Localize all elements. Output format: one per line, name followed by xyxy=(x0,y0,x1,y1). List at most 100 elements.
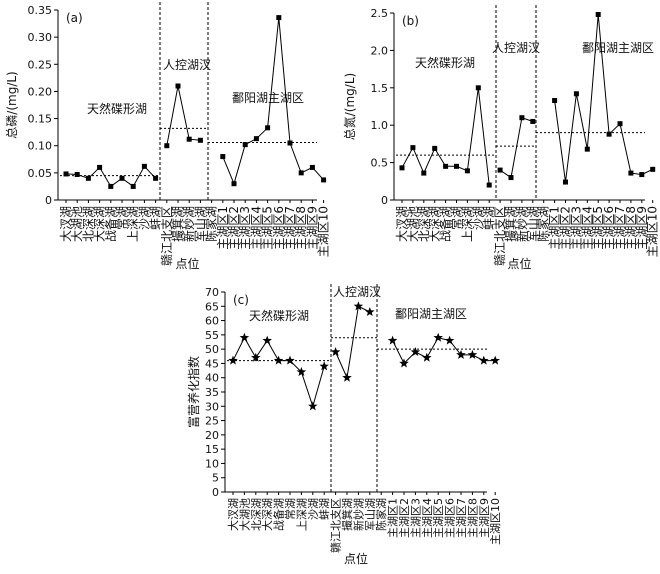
data-point xyxy=(298,170,304,176)
region-label: 鄱阳湖主湖区 xyxy=(232,90,304,105)
panel-label: (c) xyxy=(233,293,249,307)
x-tick-label: 大汊湖 xyxy=(58,206,73,242)
x-tick-label: 大湖池 xyxy=(405,206,420,242)
series-line xyxy=(392,337,496,365)
data-point xyxy=(563,179,568,185)
y-axis-title: 富营养化指数 xyxy=(186,356,201,428)
x-tick-label: 主湖区10 xyxy=(316,206,331,257)
region-label: 鄱阳湖主湖区 xyxy=(395,306,467,321)
x-tick-label: 主湖区10 xyxy=(645,206,660,257)
data-point xyxy=(119,175,125,181)
data-point xyxy=(220,154,226,160)
y-tick-label: 60 xyxy=(205,315,219,328)
x-tick-label: 主湖区7 xyxy=(282,206,297,250)
data-point xyxy=(443,163,449,169)
x-tick-label: 主湖区1 xyxy=(215,206,230,250)
data-point xyxy=(74,171,80,177)
data-point xyxy=(309,164,315,170)
x-tick-label: 沙湖 xyxy=(470,206,485,230)
series-line xyxy=(401,87,490,186)
x-tick-label: 赣江北支区 xyxy=(493,206,507,266)
data-point xyxy=(287,140,293,146)
series-line xyxy=(232,336,325,408)
data-point xyxy=(530,118,536,124)
data-point xyxy=(228,355,238,365)
data-point xyxy=(175,83,181,89)
x-tick-label: 蚌湖 xyxy=(148,206,163,230)
data-point xyxy=(464,168,470,174)
y-tick-label: 5 xyxy=(212,472,219,485)
y-tick-label: 0.10 xyxy=(28,140,53,153)
x-tick-label: 主湖区5 xyxy=(590,206,605,250)
y-axis-title: 总磷/(mg/L) xyxy=(4,71,19,138)
x-tick-label: 主湖区1 xyxy=(547,206,562,250)
x-tick-label: 赣江北支区 xyxy=(329,498,343,553)
x-tick-label: 新妙湖 xyxy=(351,498,365,531)
region-label: 人控湖汊 xyxy=(163,57,211,72)
y-tick-label: 0.35 xyxy=(28,4,53,17)
data-point xyxy=(467,349,478,359)
x-tick-label: 主湖区2 xyxy=(558,206,573,250)
data-point xyxy=(422,352,432,362)
y-tick-label: 25 xyxy=(205,415,219,428)
x-tick-label: 沙湖 xyxy=(136,206,151,230)
x-tick-label: 大汊湖 xyxy=(394,206,409,242)
x-tick-label: 大湖池 xyxy=(69,206,84,242)
x-tick-label: 战备湖 xyxy=(103,206,118,242)
data-point xyxy=(584,146,590,152)
x-tick-label: 沙湖 xyxy=(307,498,320,520)
y-tick-label: 35 xyxy=(205,386,219,399)
y-tick-label: 0.30 xyxy=(28,31,53,44)
y-tick-label: 65 xyxy=(205,300,219,313)
x-tick-label: 陈家湖 xyxy=(374,498,388,531)
x-tick-label: 主湖区9 xyxy=(304,206,319,250)
x-tick-label: 主湖区5 xyxy=(432,498,445,538)
x-tick-label: 主湖区6 xyxy=(601,206,616,250)
region-label: 天然碟形湖 xyxy=(415,55,475,70)
x-tick-label: 军山湖 xyxy=(525,206,540,242)
y-tick-label: 45 xyxy=(205,357,219,370)
x-tick-label: 常湖 xyxy=(114,206,129,230)
data-point xyxy=(479,355,489,365)
region-label: 人控湖汊 xyxy=(333,284,381,299)
y-tick-label: 70 xyxy=(205,286,219,299)
data-point xyxy=(164,143,170,149)
y-tick-label: 0.5 xyxy=(371,157,389,170)
data-point xyxy=(353,301,364,311)
x-tick-label: 主湖区7 xyxy=(455,498,468,538)
data-point xyxy=(628,170,634,176)
y-tick-label: 20 xyxy=(205,429,219,442)
data-point xyxy=(108,183,114,189)
x-tick-label: 大深湖 xyxy=(427,206,442,242)
data-point xyxy=(197,137,203,143)
region-label: 人控湖汊 xyxy=(492,40,540,55)
data-point xyxy=(410,145,416,151)
y-tick-label: 55 xyxy=(205,329,219,342)
x-tick-label: 新妙湖 xyxy=(514,206,529,242)
x-tick-label: 上深湖 xyxy=(295,498,308,531)
data-point xyxy=(319,361,329,371)
data-point xyxy=(296,367,307,377)
data-point xyxy=(456,349,466,359)
y-tick-label: 1.5 xyxy=(371,82,389,95)
data-point xyxy=(239,332,250,342)
data-point xyxy=(97,164,103,170)
x-tick-label: 常湖 xyxy=(284,498,297,520)
y-tick-label: 0.15 xyxy=(28,113,53,126)
data-point xyxy=(273,355,284,365)
data-point xyxy=(497,167,503,173)
data-point xyxy=(242,142,248,148)
data-point xyxy=(432,145,438,151)
panel-label: (a) xyxy=(66,11,83,25)
series-line xyxy=(166,85,201,146)
x-tick-label: 蚌湖 xyxy=(318,498,331,520)
x-tick-label: 大深湖 xyxy=(260,498,274,531)
x-tick-label: 陈家湖 xyxy=(204,206,219,242)
x-tick-label: 主湖区8 xyxy=(623,206,638,250)
x-axis-title: 点位 xyxy=(175,256,199,271)
x-tick-label: 主湖区6 xyxy=(271,206,286,250)
region-label: 天然碟形湖 xyxy=(87,101,147,116)
x-tick-label: 上深湖 xyxy=(125,206,140,242)
x-tick-label: 主湖区7 xyxy=(612,206,627,250)
y-tick-label: 0.05 xyxy=(28,167,53,180)
